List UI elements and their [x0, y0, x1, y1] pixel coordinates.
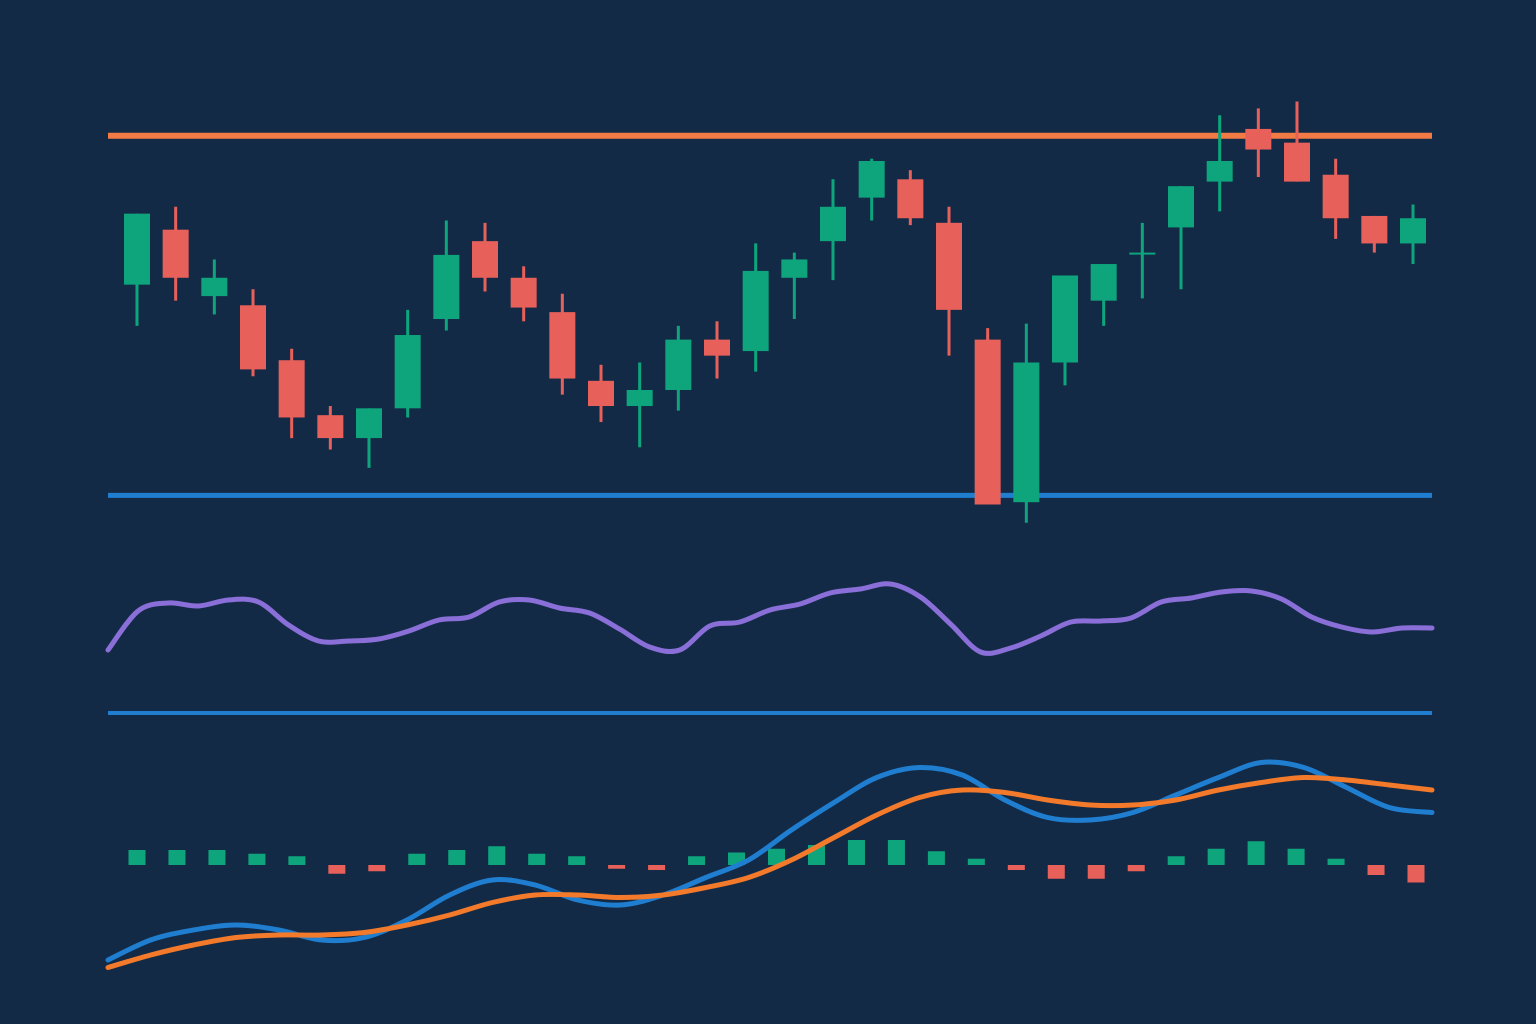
candle-body-bullish [781, 259, 808, 278]
candle-body-bearish [472, 241, 498, 278]
candle-body-bearish [1245, 128, 1272, 150]
signal-line [105, 774, 1435, 970]
histogram-bar-positive [1207, 848, 1225, 865]
candle-body-bearish [240, 305, 266, 370]
candle-body-bearish [162, 229, 189, 278]
candle-body-bullish [1129, 252, 1156, 255]
candle-body-bullish [1168, 186, 1194, 228]
histogram-bar-positive [1287, 848, 1305, 865]
candle-body-bearish [278, 360, 305, 418]
candle-body-bullish [356, 408, 382, 439]
candle-body-bearish [897, 179, 924, 219]
histogram-bar-positive [887, 840, 905, 865]
histogram-bar-negative [1367, 865, 1385, 875]
histogram-bar-positive [408, 853, 426, 865]
histogram-bar-positive [208, 850, 226, 865]
candle-body-bullish [433, 254, 460, 319]
candle-body-bullish [1090, 264, 1117, 301]
candle-body-bullish [1013, 362, 1040, 503]
candle-body-bullish [1052, 275, 1078, 363]
histogram-bar-negative [1007, 865, 1025, 870]
histogram-bar-negative [608, 865, 626, 869]
candle-body-bearish [1361, 215, 1388, 244]
candle-body-bullish [742, 270, 769, 352]
histogram-bar-positive [688, 856, 706, 865]
candle-body-bearish [704, 339, 730, 356]
histogram-bar-positive [248, 853, 266, 865]
candle-body-bullish [1206, 160, 1233, 182]
candle-body-bullish [820, 206, 846, 242]
histogram-bar-positive [128, 850, 146, 865]
histogram-bar-positive [967, 858, 985, 865]
candle-body-bearish [549, 312, 576, 379]
histogram-bar-negative [1127, 865, 1145, 872]
histogram-bar-positive [168, 850, 186, 865]
histogram-bar-positive [927, 851, 945, 865]
histogram-bar-negative [1047, 865, 1065, 879]
candle-body-bullish [665, 339, 692, 390]
histogram-bar-positive [568, 856, 586, 865]
candle-body-bearish [974, 339, 1001, 505]
histogram-bar-positive [1167, 856, 1185, 865]
candle-body-bearish [588, 380, 614, 407]
candle-body-bearish [510, 277, 537, 308]
candle-body-bullish [626, 389, 653, 407]
histogram-bar-negative [648, 865, 666, 870]
histogram-bar-positive [288, 856, 306, 865]
histogram-bar-positive [1247, 841, 1265, 865]
candle-body-bullish [394, 335, 421, 409]
candle-body-bearish [1322, 174, 1349, 219]
candle-body-bullish [201, 277, 228, 297]
macd-panel [105, 759, 1435, 970]
macd-line [105, 759, 1435, 963]
histogram-bar-positive [488, 846, 506, 865]
candle-body-bearish [1284, 142, 1310, 182]
candle-body-bearish [936, 222, 962, 310]
histogram-bar-negative [328, 865, 346, 874]
histogram-bar-positive [1327, 858, 1345, 865]
histogram-bar-negative [1407, 865, 1425, 883]
histogram-bar-positive [768, 848, 785, 865]
candle-body-bearish [317, 415, 344, 439]
oscillator-line [105, 581, 1435, 656]
histogram-bar-positive [847, 840, 865, 865]
histogram-bar-positive [528, 853, 546, 865]
oscillator-panel [105, 581, 1435, 715]
histogram-bar-negative [368, 865, 386, 872]
candle-body-bullish [858, 160, 885, 198]
price-panel [108, 101, 1432, 523]
candle-body-bullish [124, 213, 150, 285]
histogram-bar-negative [1087, 865, 1105, 879]
histogram-bar-positive [448, 850, 466, 865]
candle-body-bullish [1400, 218, 1426, 244]
